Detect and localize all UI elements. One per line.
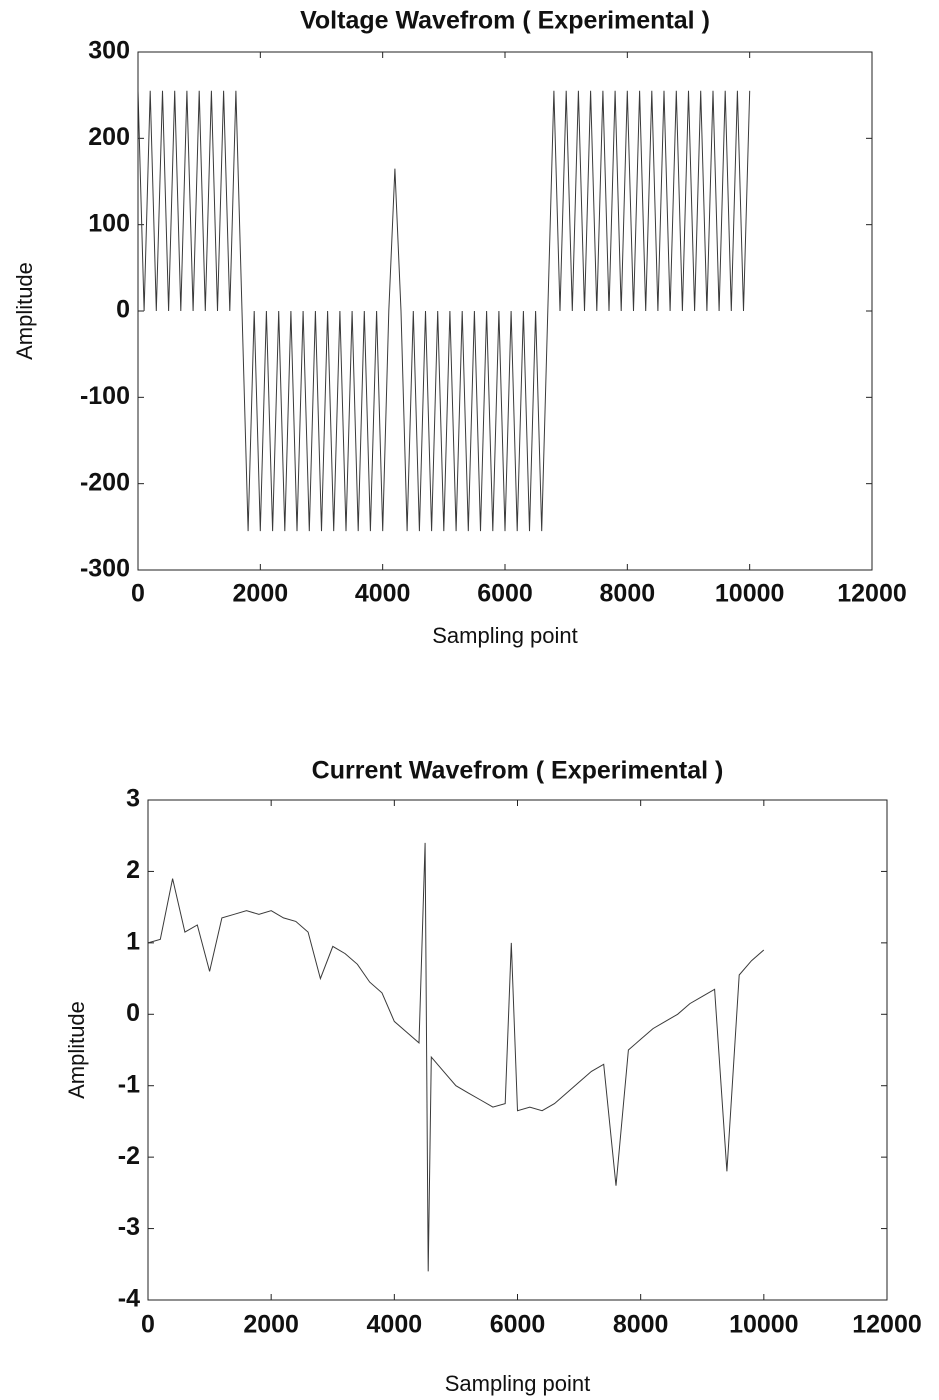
plot-frame xyxy=(147,799,888,1301)
x-tick-label: 4000 xyxy=(367,1311,423,1339)
x-tick-label: 12000 xyxy=(852,1311,922,1339)
y-tick-label: 0 xyxy=(116,296,130,324)
y-tick-label: -1 xyxy=(118,1070,140,1098)
y-tick-label: -100 xyxy=(80,382,130,410)
y-tick-label: 1 xyxy=(126,927,140,955)
x-tick-label: 2000 xyxy=(233,580,289,608)
data-line xyxy=(137,90,751,532)
plot-frame xyxy=(137,51,873,571)
y-axis-label: Amplitude xyxy=(12,262,37,360)
x-tick-label: 10000 xyxy=(715,580,785,608)
chart-title: Voltage Wavefrom ( Experimental ) xyxy=(300,7,710,35)
chart-title: Current Wavefrom ( Experimental ) xyxy=(312,757,724,785)
data-line xyxy=(147,842,765,1272)
y-tick-label: 300 xyxy=(88,37,130,65)
y-tick-label: -300 xyxy=(80,555,130,583)
x-axis-label: Sampling point xyxy=(432,623,578,648)
y-tick-label: 3 xyxy=(126,785,140,813)
x-tick-label: 6000 xyxy=(490,1311,546,1339)
x-tick-label: 10000 xyxy=(729,1311,799,1339)
y-tick-label: -4 xyxy=(118,1285,140,1313)
y-tick-label: -2 xyxy=(118,1142,140,1170)
x-tick-label: 2000 xyxy=(243,1311,299,1339)
x-tick-label: 0 xyxy=(141,1311,155,1339)
x-tick-label: 0 xyxy=(131,580,145,608)
x-tick-label: 8000 xyxy=(600,580,656,608)
x-tick-label: 6000 xyxy=(477,580,533,608)
y-tick-label: 0 xyxy=(126,999,140,1027)
y-axis-label: Amplitude xyxy=(64,1001,89,1099)
y-tick-label: 2 xyxy=(126,856,140,884)
y-tick-label: -3 xyxy=(118,1213,140,1241)
x-tick-label: 4000 xyxy=(355,580,411,608)
x-axis-label: Sampling point xyxy=(445,1371,591,1396)
y-tick-label: -200 xyxy=(80,468,130,496)
x-tick-label: 12000 xyxy=(837,580,907,608)
x-tick-label: 8000 xyxy=(613,1311,669,1339)
y-tick-label: 200 xyxy=(88,123,130,151)
y-tick-label: 100 xyxy=(88,209,130,237)
